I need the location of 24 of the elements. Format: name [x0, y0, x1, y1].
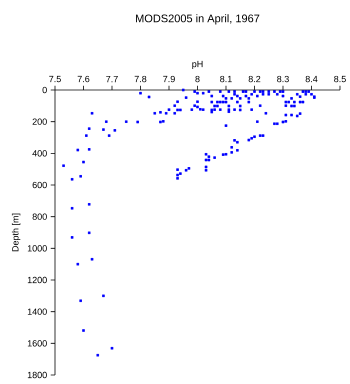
- x-tick-label: 8.5: [334, 76, 346, 82]
- y-tick-label: 800: [32, 213, 47, 220]
- x-tick-label: 8.4: [306, 76, 318, 82]
- x-axis-title: pH: [192, 60, 203, 69]
- y-tick-label: 1400: [28, 308, 47, 315]
- y-tick-label: 1000: [28, 245, 47, 252]
- y-tick-label: 600: [32, 182, 47, 188]
- x-tick-label: 8.1: [220, 76, 232, 82]
- x-tick-label: 7.7: [106, 76, 118, 82]
- y-axis-title: Depth [m]: [12, 214, 20, 252]
- x-tick-label: 7.6: [78, 76, 90, 82]
- x-tick-label: 7.9: [163, 76, 175, 82]
- y-tick-label: 400: [32, 150, 47, 157]
- y-tick-label: 200: [32, 118, 47, 125]
- y-tick-label: 1600: [28, 340, 47, 347]
- x-tick-label: 8.2: [248, 76, 260, 82]
- y-tick-label: 1800: [28, 372, 47, 378]
- chart-title: MODS2005 in April, 1967: [136, 14, 260, 24]
- x-tick-label: 7.5: [49, 76, 61, 82]
- y-tick-label: 1200: [28, 276, 47, 284]
- x-tick-label: 8.3: [277, 76, 289, 82]
- x-tick-label: 7.8: [134, 76, 146, 82]
- y-tick-label: 0: [42, 86, 47, 94]
- x-tick-label: 8: [195, 76, 200, 82]
